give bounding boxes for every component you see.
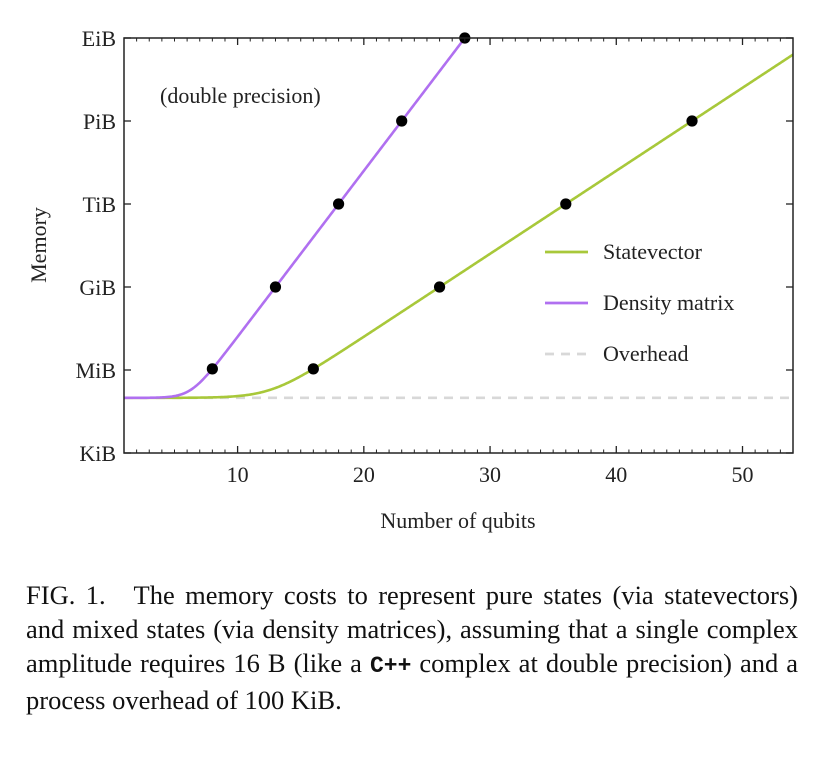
marker-layer bbox=[206, 32, 698, 375]
y-tick-label: EiB bbox=[82, 26, 116, 51]
y-tick-label: TiB bbox=[83, 192, 116, 217]
density-matrix-line bbox=[124, 38, 467, 400]
y-tick-label: MiB bbox=[76, 358, 116, 383]
plot-frame bbox=[123, 37, 794, 454]
legend-label: Density matrix bbox=[603, 290, 734, 315]
statevector-marker bbox=[307, 363, 319, 375]
chart-annotation: (double precision) bbox=[160, 83, 321, 108]
x-tick-label: 20 bbox=[353, 462, 375, 487]
statevector-line bbox=[124, 53, 793, 400]
y-tick-label: KiB bbox=[79, 441, 116, 466]
y-tick-label: PiB bbox=[83, 109, 116, 134]
x-tick-label: 30 bbox=[479, 462, 501, 487]
density-matrix-marker bbox=[269, 281, 282, 293]
statevector-marker bbox=[560, 198, 572, 210]
axis-layer: 10 20 30 40 50 KiB MiB GiB TiB PiB EiB bbox=[76, 26, 794, 487]
series-layer bbox=[124, 38, 793, 400]
caption-label: FIG. 1. bbox=[26, 580, 106, 610]
y-tick-label: GiB bbox=[79, 275, 116, 300]
legend-label: Statevector bbox=[603, 239, 703, 264]
legend: Statevector Density matrix Overhead bbox=[545, 239, 734, 366]
caption-text-2: complex at double precision) and a proce… bbox=[26, 648, 799, 715]
legend-label: Overhead bbox=[603, 341, 689, 366]
caption-code: C++ bbox=[369, 653, 412, 679]
x-tick-label: 10 bbox=[227, 462, 249, 487]
x-tick-label: 40 bbox=[605, 462, 627, 487]
x-axis-title: Number of qubits bbox=[380, 508, 535, 533]
density-matrix-marker bbox=[206, 363, 218, 375]
statevector-marker bbox=[433, 281, 446, 293]
y-axis-title: Memory bbox=[26, 207, 51, 283]
caption-text-1: The memory costs to represent pure state… bbox=[26, 580, 798, 678]
memory-chart: 10 20 30 40 50 KiB MiB GiB TiB PiB EiB (double pre… bbox=[26, 26, 794, 533]
x-tick-label: 50 bbox=[732, 462, 754, 487]
density-matrix-marker bbox=[332, 198, 345, 210]
statevector-marker bbox=[686, 115, 698, 127]
figure-caption: FIG. 1. The memory costs to represent pu… bbox=[26, 578, 798, 717]
density-matrix-marker bbox=[396, 115, 408, 127]
